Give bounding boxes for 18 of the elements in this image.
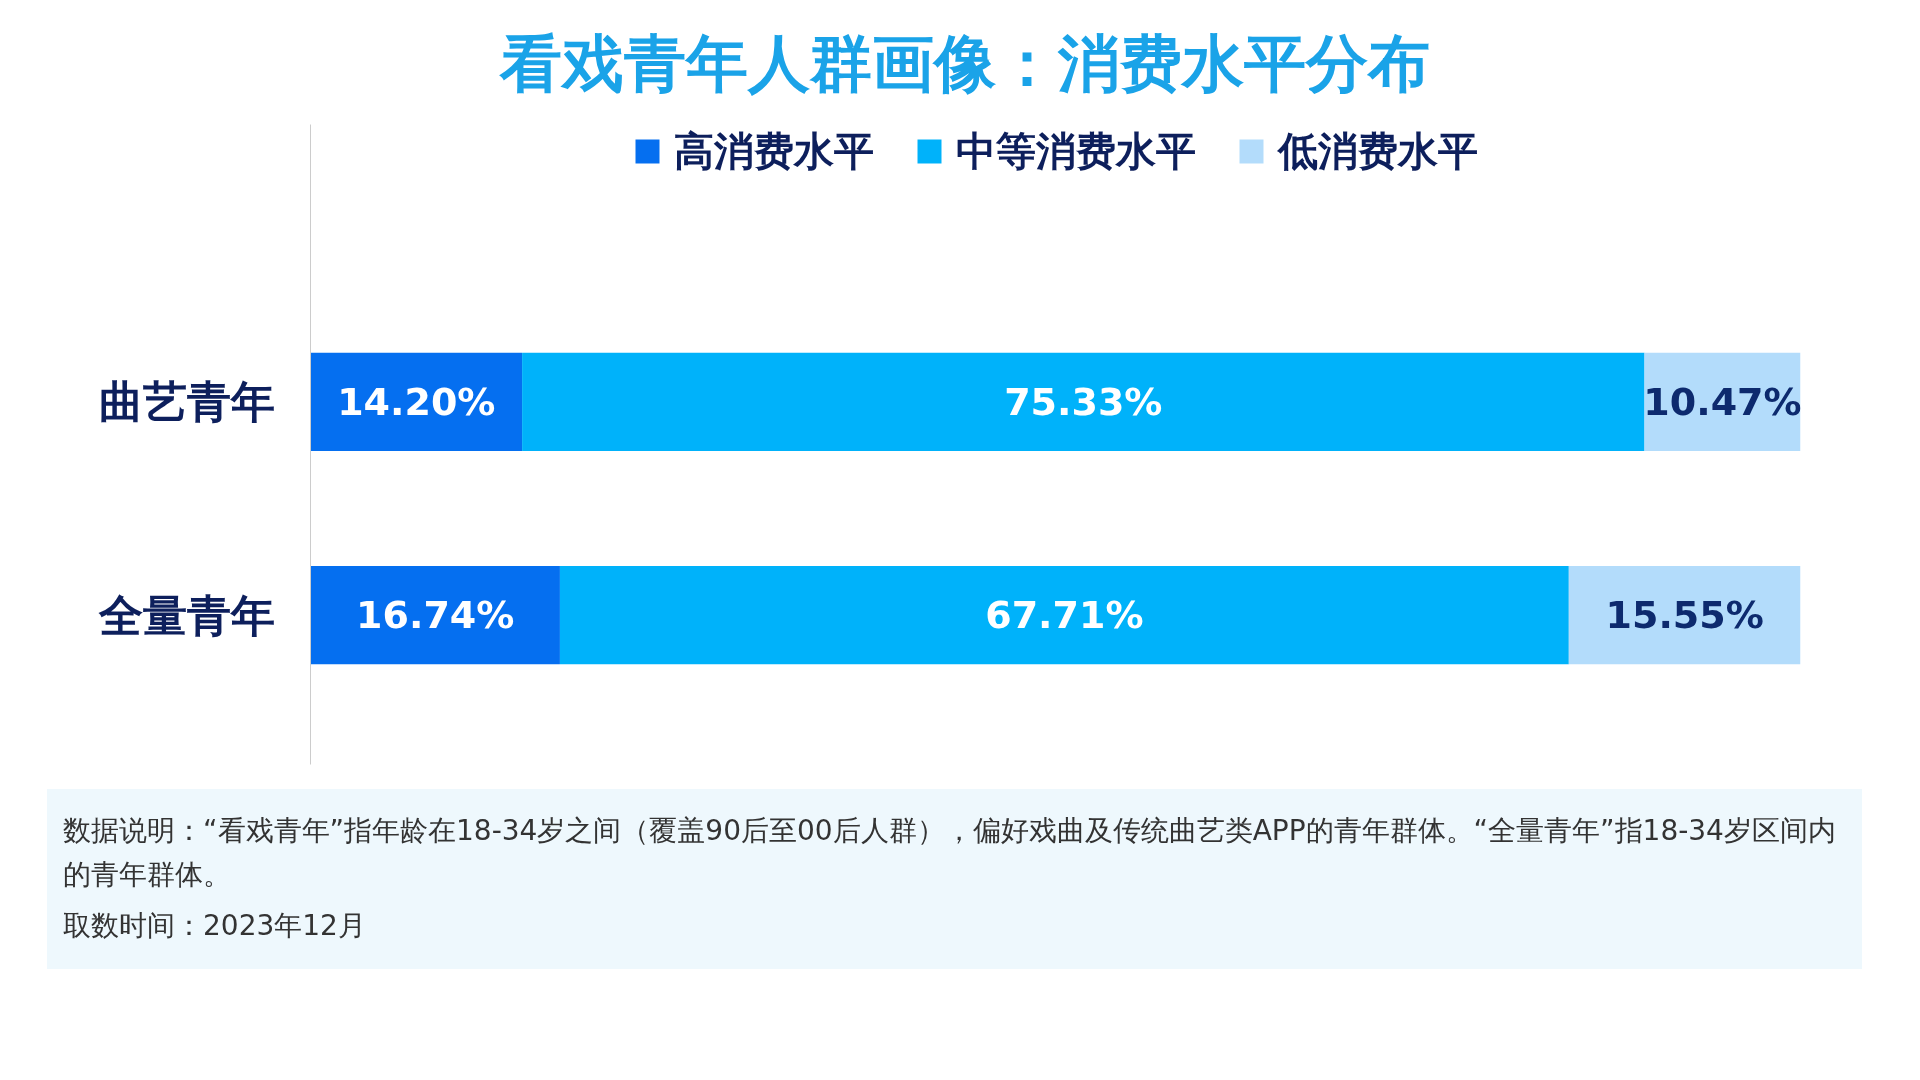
legend-label: 低消费水平 xyxy=(1278,126,1478,176)
y-tick-label: 曲艺青年 xyxy=(98,375,275,427)
bar xyxy=(522,352,1645,451)
bar xyxy=(559,565,1569,664)
data-label: 14.20% xyxy=(337,379,496,424)
data-label: 67.71% xyxy=(985,592,1144,637)
legend-label: 高消费水平 xyxy=(674,126,874,176)
data-label: 10.47% xyxy=(1643,379,1802,424)
chart-title: 看戏青年人群画像：消费水平分布 xyxy=(500,26,1430,102)
text: 数据说明：“看戏青年”指年龄在18-34岁之间（覆盖90后至00后人群），偏好戏曲及传统曲艺类APP的青年群体。“全量青年”指18-34岁区间内的青年群体。 xyxy=(63,812,1837,894)
bar xyxy=(310,565,560,664)
data-label: 75.33% xyxy=(1004,379,1163,424)
legend-label: 中等消费水平 xyxy=(956,126,1196,176)
text: 取数时间：2023年12月 xyxy=(63,908,367,945)
data-label: 16.74% xyxy=(356,592,515,637)
y-tick-label: 全量青年 xyxy=(97,589,275,641)
bar xyxy=(1568,565,1801,664)
data-label: 15.55% xyxy=(1605,592,1764,637)
